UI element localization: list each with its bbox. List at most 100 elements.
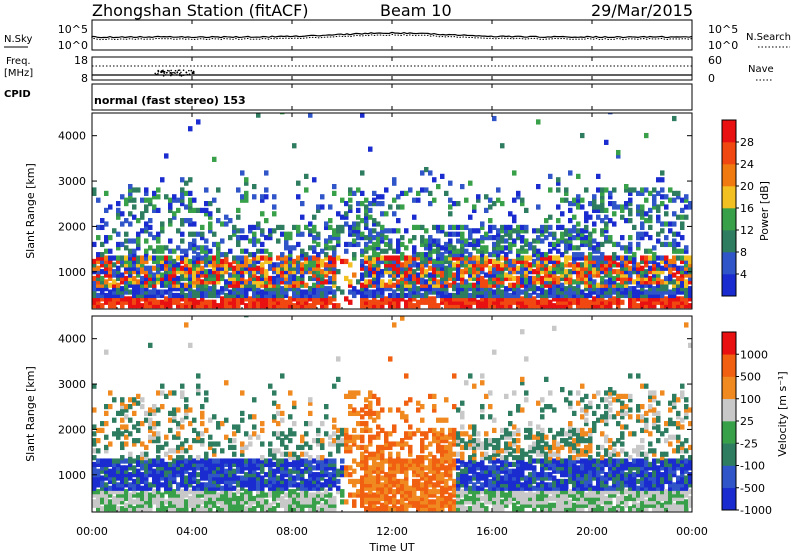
heatmap-cell	[216, 218, 221, 224]
heatmap-cell	[384, 434, 389, 440]
heatmap-cell	[160, 221, 165, 227]
heatmap-cell	[400, 468, 405, 474]
heatmap-cell	[248, 269, 253, 275]
heatmap-cell	[408, 444, 413, 451]
heatmap-cell	[368, 272, 373, 278]
heatmap-cell	[144, 286, 149, 292]
heatmap-cell	[412, 296, 417, 302]
heatmap-cell	[412, 262, 417, 268]
heatmap-cell	[372, 197, 377, 203]
heatmap-cell	[112, 489, 117, 495]
heatmap-cell	[336, 468, 341, 474]
heatmap-cell	[184, 458, 189, 464]
heatmap-cell	[100, 303, 105, 309]
heatmap-cell	[644, 218, 649, 224]
heatmap-cell	[264, 506, 269, 512]
heatmap-cell	[260, 255, 265, 261]
heatmap-cell	[652, 252, 657, 258]
heatmap-cell	[316, 286, 321, 292]
heatmap-cell	[384, 478, 389, 485]
heatmap-cell	[472, 441, 477, 447]
heatmap-cell	[340, 441, 345, 447]
heatmap-cell	[600, 275, 605, 282]
heatmap-cell	[636, 279, 641, 285]
heatmap-cell	[656, 296, 661, 302]
heatmap-cell	[344, 434, 349, 440]
heatmap-cell	[520, 258, 525, 265]
heatmap-cell	[260, 282, 265, 288]
heatmap-cell	[104, 349, 109, 355]
heatmap-cell	[312, 299, 317, 305]
heatmap-cell	[500, 292, 505, 299]
heatmap-cell	[148, 201, 153, 207]
heatmap-cell	[688, 204, 692, 210]
heatmap-cell	[372, 492, 377, 498]
heatmap-cell	[228, 444, 233, 451]
heatmap-cell	[260, 427, 265, 434]
heatmap-cell	[540, 296, 545, 302]
heatmap-cell	[288, 438, 293, 444]
heatmap-cell	[492, 451, 497, 457]
heatmap-cell	[472, 492, 477, 498]
heatmap-cell	[236, 292, 241, 299]
heatmap-cell	[284, 482, 289, 488]
heatmap-cell	[96, 272, 101, 278]
heatmap-cell	[448, 238, 453, 244]
heatmap-cell	[364, 211, 369, 217]
heatmap-cell	[528, 279, 533, 285]
heatmap-cell	[488, 279, 493, 285]
heatmap-cell	[444, 299, 449, 305]
freq-scatter-point	[185, 71, 188, 74]
heatmap-cell	[592, 296, 597, 302]
heatmap-cell	[580, 228, 585, 234]
heatmap-cell	[436, 292, 441, 299]
heatmap-cell	[244, 180, 249, 186]
heatmap-cell	[104, 207, 109, 214]
heatmap-cell	[588, 258, 593, 265]
heatmap-cell	[208, 461, 213, 468]
heatmap-cell	[636, 245, 641, 251]
heatmap-cell	[152, 438, 157, 444]
heatmap-cell	[380, 194, 385, 200]
heatmap-cell	[436, 441, 441, 447]
heatmap-cell	[312, 458, 317, 464]
heatmap-cell	[520, 376, 525, 382]
heatmap-cell	[148, 499, 153, 505]
heatmap-cell	[260, 292, 265, 299]
heatmap-cell	[556, 238, 561, 244]
heatmap-cell	[564, 292, 569, 299]
heatmap-cell	[248, 495, 253, 502]
heatmap-cell	[364, 286, 369, 292]
heatmap-cell	[516, 289, 521, 295]
heatmap-cell	[552, 255, 557, 261]
heatmap-cell	[536, 482, 541, 488]
heatmap-cell	[280, 292, 285, 299]
heatmap-cell	[384, 282, 389, 288]
heatmap-cell	[496, 272, 501, 278]
heatmap-cell	[556, 289, 561, 295]
heatmap-cell	[332, 255, 337, 261]
heatmap-cell	[504, 475, 509, 481]
heatmap-cell	[476, 255, 481, 261]
heatmap-cell	[432, 499, 437, 505]
heatmap-cell	[592, 201, 597, 207]
heatmap-cell	[192, 231, 197, 237]
heatmap-cell	[508, 245, 513, 251]
heatmap-cell	[272, 482, 277, 488]
heatmap-cell	[488, 258, 493, 265]
heatmap-cell	[280, 485, 285, 491]
heatmap-cell	[324, 221, 329, 227]
heatmap-cell	[276, 465, 281, 471]
heatmap-cell	[624, 258, 629, 265]
colorbar-tick-label: 16	[740, 202, 754, 215]
heatmap-cell	[156, 438, 161, 444]
heatmap-cell	[116, 241, 121, 248]
heatmap-cell	[444, 502, 449, 508]
heatmap-cell	[200, 485, 205, 491]
heatmap-cell	[364, 495, 369, 502]
heatmap-cell	[200, 492, 205, 498]
heatmap-cell	[228, 248, 233, 254]
heatmap-cell	[192, 197, 197, 203]
heatmap-cell	[168, 258, 173, 265]
